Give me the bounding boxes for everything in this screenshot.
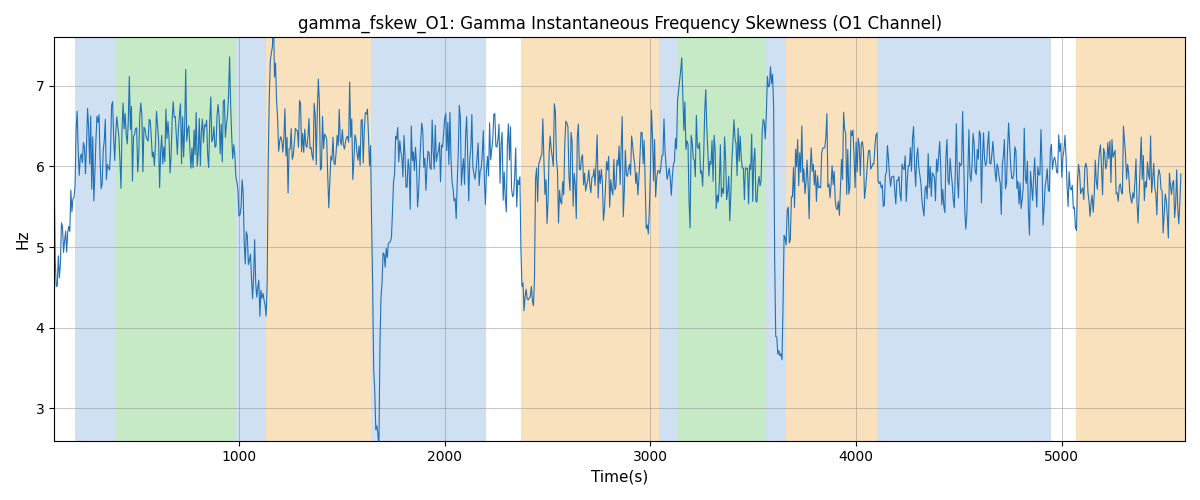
- Bar: [371, 38, 486, 440]
- Bar: [876, 38, 1051, 440]
- Bar: [74, 38, 116, 440]
- X-axis label: Time(s): Time(s): [590, 470, 648, 485]
- Bar: [786, 38, 876, 440]
- Bar: [116, 38, 235, 440]
- Bar: [521, 38, 659, 440]
- Bar: [659, 38, 677, 440]
- Bar: [266, 38, 371, 440]
- Y-axis label: Hz: Hz: [16, 230, 30, 249]
- Bar: [766, 38, 786, 440]
- Bar: [677, 38, 766, 440]
- Bar: [235, 38, 266, 440]
- Title: gamma_fskew_O1: Gamma Instantaneous Frequency Skewness (O1 Channel): gamma_fskew_O1: Gamma Instantaneous Freq…: [298, 15, 942, 34]
- Bar: [1076, 38, 1186, 440]
